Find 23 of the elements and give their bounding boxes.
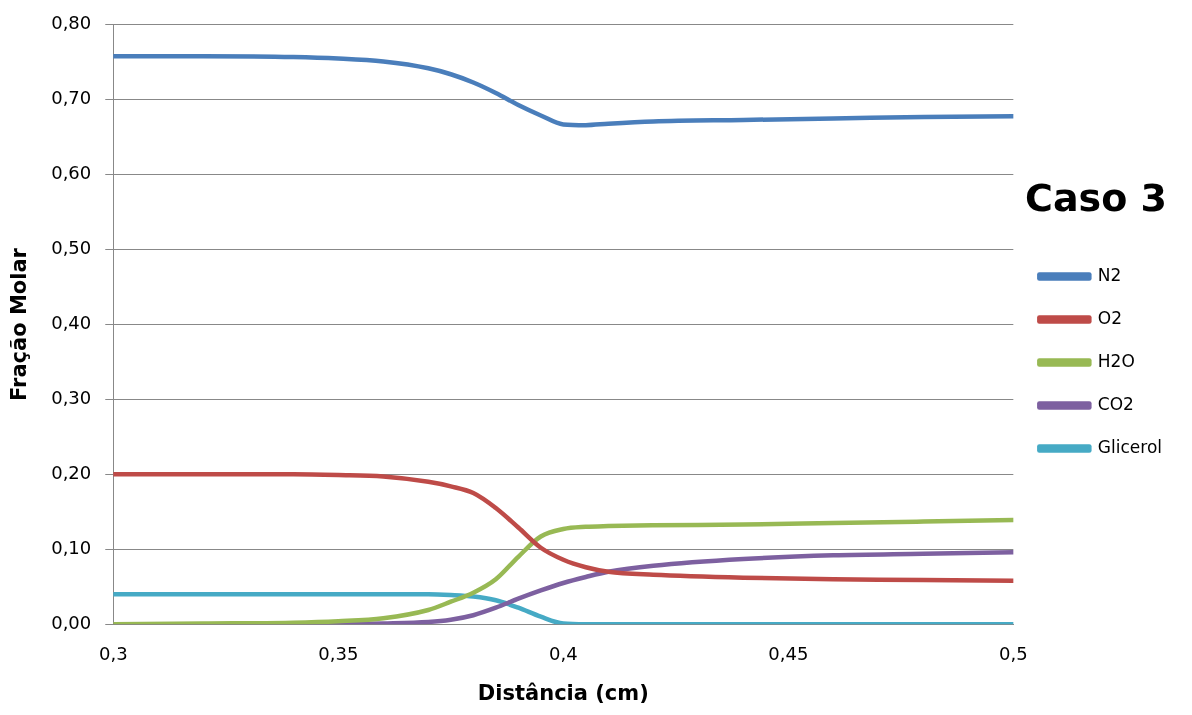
y-tick-label: 0,20: [51, 462, 92, 484]
x-axis-title: Distância (cm): [477, 680, 649, 705]
x-tick-label: 0,4: [548, 642, 578, 664]
text: Caso 3: [1024, 176, 1168, 220]
y-tick-label: 0,40: [51, 312, 92, 334]
y-tick-label: 0,10: [51, 536, 92, 558]
line-series: [113, 591, 1014, 625]
x-tick-label: 0,5: [999, 642, 1028, 664]
x-tick-label: 0,45: [768, 642, 809, 664]
legend-label: Glicerol: [1097, 436, 1163, 457]
y-tick-label: 0,30: [51, 387, 92, 409]
legend-label: H2O: [1097, 350, 1135, 371]
y-tick-label: 0,70: [51, 87, 92, 109]
x-tick-label: 0,35: [318, 642, 359, 664]
x-tick-label: 0,3: [98, 642, 128, 664]
y-tick-label: 0,80: [51, 12, 92, 34]
y-tick-label: 0,50: [51, 237, 92, 259]
y-tick-label: 0,60: [51, 162, 92, 184]
legend-label: CO2: [1097, 393, 1134, 414]
y-tick-label: 0,00: [51, 611, 92, 633]
legend-label: N2: [1097, 264, 1122, 285]
y-axis-title: Fração Molar: [7, 247, 32, 401]
legend-label: O2: [1097, 307, 1123, 328]
